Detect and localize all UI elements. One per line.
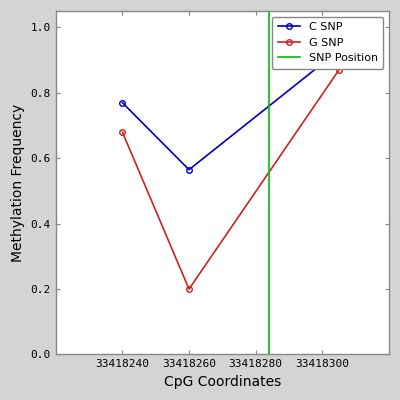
G SNP — [187, 287, 192, 292]
Legend: C SNP, G SNP, SNP Position: C SNP, G SNP, SNP Position — [272, 17, 383, 69]
G SNP — [120, 130, 125, 134]
C SNP — [187, 167, 192, 172]
C SNP — [336, 48, 341, 53]
Y-axis label: Methylation Frequency: Methylation Frequency — [11, 104, 25, 262]
Line: G SNP: G SNP — [120, 67, 342, 292]
Line: C SNP: C SNP — [120, 48, 342, 172]
G SNP — [336, 68, 341, 72]
C SNP — [120, 100, 125, 105]
X-axis label: CpG Coordinates: CpG Coordinates — [164, 375, 281, 389]
